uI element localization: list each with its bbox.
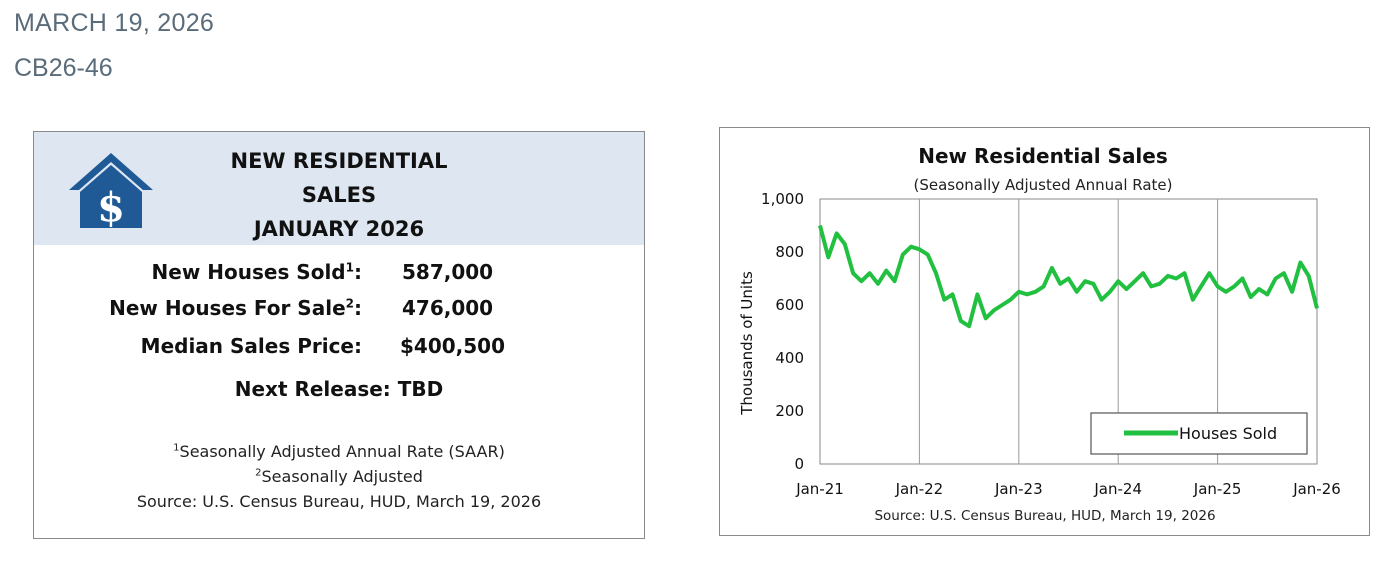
y-tick-label: 800 bbox=[775, 243, 804, 261]
stat-label: New Houses For Sale2: bbox=[109, 296, 362, 320]
y-tick-label: 400 bbox=[775, 349, 804, 367]
stat-value: 476,000 bbox=[402, 296, 494, 320]
chart-title: New Residential Sales bbox=[918, 144, 1168, 168]
y-tick-label: 1,000 bbox=[761, 190, 804, 208]
x-tick-label: Jan-23 bbox=[994, 480, 1043, 498]
x-tick-label: Jan-22 bbox=[895, 480, 944, 498]
stat-row-median-price: Median Sales Price: $400,500 bbox=[34, 334, 644, 364]
footnote: 1Seasonally Adjusted Annual Rate (SAAR) bbox=[173, 442, 505, 461]
stat-row-houses-for-sale: New Houses For Sale2: 476,000 bbox=[34, 296, 644, 326]
stat-value: $400,500 bbox=[400, 334, 506, 358]
summary-title: NEW RESIDENTIAL SALES JANUARY 2026 bbox=[184, 144, 494, 246]
summary-card: $ NEW RESIDENTIAL SALES JANUARY 2026 New… bbox=[33, 131, 645, 539]
series-line-houses-sold bbox=[818, 224, 1319, 329]
plot-area bbox=[819, 198, 1318, 465]
legend: Houses Sold bbox=[1090, 412, 1308, 455]
legend-label: Houses Sold bbox=[1179, 424, 1277, 443]
x-tick-label: Jan-25 bbox=[1193, 480, 1242, 498]
release-date: MARCH 19, 2026 bbox=[14, 9, 215, 37]
next-release: Next Release: TBD bbox=[234, 377, 444, 401]
stat-label: New Houses Sold1: bbox=[151, 260, 362, 284]
line-chart: New Residential Sales (Seasonally Adjust… bbox=[738, 144, 1341, 524]
y-tick-label: 0 bbox=[794, 455, 804, 473]
svg-text:$: $ bbox=[97, 184, 125, 230]
release-id: CB26-46 bbox=[14, 54, 113, 82]
house-dollar-icon: $ bbox=[69, 153, 153, 230]
y-axis-label: Thousands of Units bbox=[738, 271, 756, 416]
x-tick-label: Jan-21 bbox=[795, 480, 844, 498]
footnote: 2Seasonally Adjusted bbox=[255, 467, 423, 486]
summary-title-line: SALES bbox=[301, 183, 377, 207]
footnote-source: Source: U.S. Census Bureau, HUD, March 1… bbox=[136, 492, 542, 511]
x-tick-label: Jan-26 bbox=[1292, 480, 1341, 498]
y-tick-label: 200 bbox=[775, 402, 804, 420]
chart-source: Source: U.S. Census Bureau, HUD, March 1… bbox=[874, 508, 1215, 524]
chart-card: New Residential Sales (Seasonally Adjust… bbox=[719, 127, 1370, 536]
chart-subtitle: (Seasonally Adjusted Annual Rate) bbox=[913, 176, 1172, 194]
stat-row-houses-sold: New Houses Sold1: 587,000 bbox=[34, 260, 644, 290]
x-tick-label: Jan-24 bbox=[1093, 480, 1142, 498]
stat-label: Median Sales Price: bbox=[140, 334, 362, 358]
summary-header: $ NEW RESIDENTIAL SALES JANUARY 2026 bbox=[34, 132, 644, 245]
stat-value: 587,000 bbox=[402, 260, 494, 284]
y-tick-label: 600 bbox=[775, 296, 804, 314]
summary-title-line: JANUARY 2026 bbox=[253, 217, 425, 241]
summary-title-line: NEW RESIDENTIAL bbox=[230, 149, 448, 173]
